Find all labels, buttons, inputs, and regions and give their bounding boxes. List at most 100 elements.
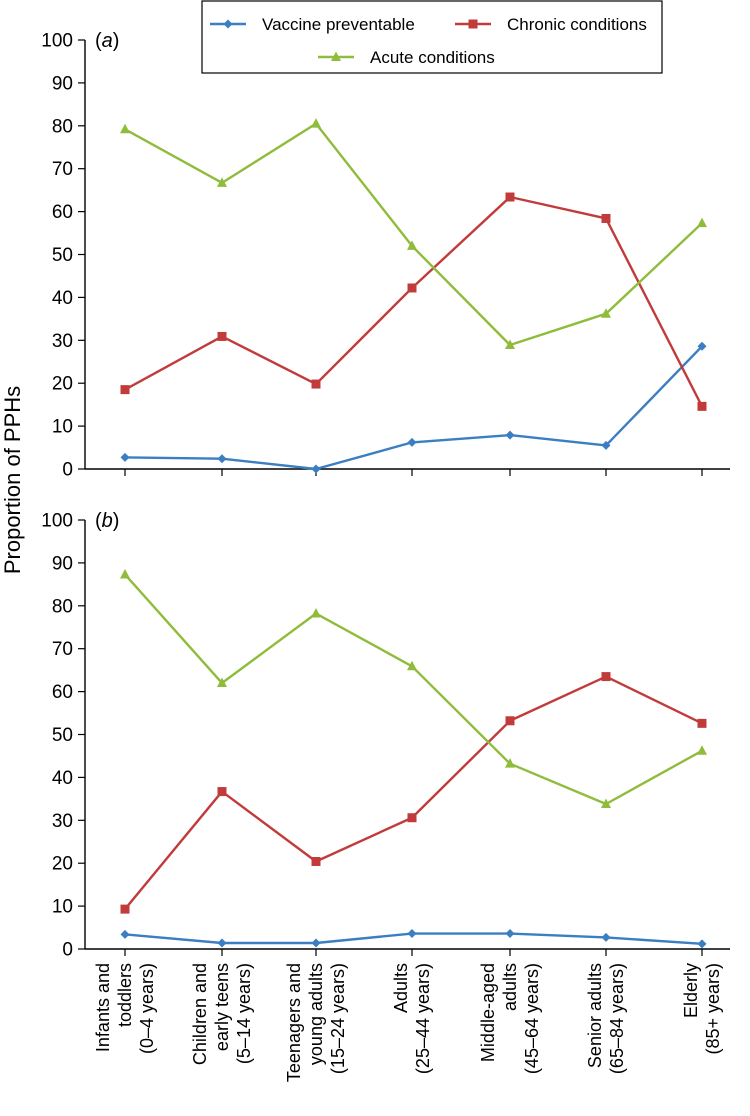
data-point xyxy=(217,454,227,464)
category-label: Elderly (85+ years) xyxy=(681,963,723,1055)
y-tick-label: 40 xyxy=(52,288,73,309)
data-point xyxy=(601,798,611,808)
data-point xyxy=(120,385,130,395)
legend-box xyxy=(201,0,663,74)
panel-label-b: (b) xyxy=(95,510,119,532)
y-tick-label: 70 xyxy=(52,639,73,660)
y-tick-label: 0 xyxy=(62,940,73,961)
series-line-chronic-conditions-a xyxy=(124,195,704,407)
data-point xyxy=(505,716,515,726)
category-label-line: Infants and xyxy=(93,963,113,1052)
y-tick-label: 70 xyxy=(52,159,73,180)
category-label: Middle-aged adults (45–64 years) xyxy=(478,963,542,1074)
series-line-acute-conditions-b xyxy=(124,573,703,806)
category-label-line: early teens xyxy=(212,963,232,1051)
data-point xyxy=(217,331,227,341)
category-label: Infants and toddlers (0–4 years) xyxy=(93,963,157,1054)
legend-marker xyxy=(223,19,233,29)
data-point xyxy=(601,932,611,942)
legend-marker xyxy=(331,51,341,61)
category-label-line: Children and xyxy=(190,963,210,1065)
data-point xyxy=(217,177,227,187)
y-tick-label: 0 xyxy=(62,460,73,481)
data-point xyxy=(311,379,321,389)
legend: Vaccine preventable Chronic conditions Acu… xyxy=(201,0,663,74)
data-point xyxy=(120,904,130,914)
y-tick-label: 10 xyxy=(52,897,73,918)
category-label-line: young adults xyxy=(306,963,326,1065)
data-point xyxy=(601,672,611,682)
legend-item-acute-conditions: Acute conditions xyxy=(318,48,495,67)
data-point xyxy=(697,341,707,351)
data-point xyxy=(505,192,515,202)
category-label-line: (25–44 years) xyxy=(413,963,433,1074)
category-label-line: Elderly xyxy=(681,963,701,1018)
y-tick-label: 20 xyxy=(52,854,73,875)
data-point xyxy=(407,813,417,823)
y-tick-label: 90 xyxy=(52,553,73,574)
category-label-line: Senior adults xyxy=(585,963,605,1068)
data-point xyxy=(311,608,321,618)
y-tick-label: 80 xyxy=(52,116,73,137)
series-line-chronic-conditions-b xyxy=(124,675,703,910)
category-label: Teenagers and young adults (15–24 years) xyxy=(284,963,348,1082)
data-point xyxy=(120,123,130,134)
data-point xyxy=(697,939,707,949)
y-tick-label: 100 xyxy=(41,31,73,52)
y-tick-label: 80 xyxy=(52,596,73,617)
data-point xyxy=(505,758,515,768)
data-point xyxy=(505,339,515,350)
data-point xyxy=(311,938,321,948)
category-label-line: Adults xyxy=(391,963,411,1013)
data-point xyxy=(311,118,321,128)
category-label: Adults (25–44 years) xyxy=(391,963,433,1074)
y-tick-label: 60 xyxy=(52,202,73,223)
category-label-line: (15–24 years) xyxy=(328,963,348,1074)
data-point xyxy=(697,401,707,411)
y-tick-label: 90 xyxy=(52,73,73,94)
legend-label: Chronic conditions xyxy=(507,15,647,34)
category-label-line: (65–84 years) xyxy=(607,963,627,1074)
y-tick-label: 30 xyxy=(52,811,73,832)
y-tick-label: 60 xyxy=(52,682,73,703)
data-point xyxy=(505,430,515,440)
data-point xyxy=(217,938,227,948)
series-line-vaccine-preventable-a xyxy=(124,345,703,471)
category-label-line: (85+ years) xyxy=(703,963,723,1055)
data-point xyxy=(601,440,611,450)
legend-item-vaccine-preventable: Vaccine preventable xyxy=(210,15,415,34)
data-point xyxy=(697,745,707,755)
data-point xyxy=(311,464,321,474)
legend-items: Vaccine preventable Chronic conditions Acu… xyxy=(210,15,647,67)
legend-label: Vaccine preventable xyxy=(262,15,415,34)
category-label-line: adults xyxy=(500,963,520,1011)
data-point xyxy=(407,660,417,671)
data-point xyxy=(311,856,321,866)
axes-layer: 0 10 20 30 40 50 60 70 80 90 100 (a) 0 10 20 30 40 50 60 70… xyxy=(41,30,730,961)
y-tick-label: 100 xyxy=(41,511,73,532)
data-point xyxy=(407,929,417,939)
series-markers xyxy=(120,118,707,949)
category-label: Children and early teens (5–14 years) xyxy=(190,963,254,1065)
category-labels: Infants and toddlers (0–4 years) Children a… xyxy=(93,963,723,1082)
data-point xyxy=(120,452,130,462)
data-point xyxy=(601,213,611,223)
y-tick-label: 30 xyxy=(52,331,73,352)
y-tick-label: 50 xyxy=(52,725,73,746)
legend-item-chronic-conditions: Chronic conditions xyxy=(455,15,647,34)
data-point xyxy=(407,240,417,250)
legend-marker xyxy=(468,19,478,29)
data-point xyxy=(697,718,707,728)
data-point xyxy=(407,437,417,447)
y-tick-label: 40 xyxy=(52,768,73,789)
data-point xyxy=(217,787,227,797)
data-point xyxy=(120,929,130,939)
data-point xyxy=(407,283,417,293)
data-point xyxy=(697,217,707,228)
y-tick-label: 10 xyxy=(52,417,73,438)
legend-label: Acute conditions xyxy=(370,48,495,67)
y-tick-label: 50 xyxy=(52,245,73,266)
data-point xyxy=(505,929,515,939)
category-label-line: (5–14 years) xyxy=(234,963,254,1064)
